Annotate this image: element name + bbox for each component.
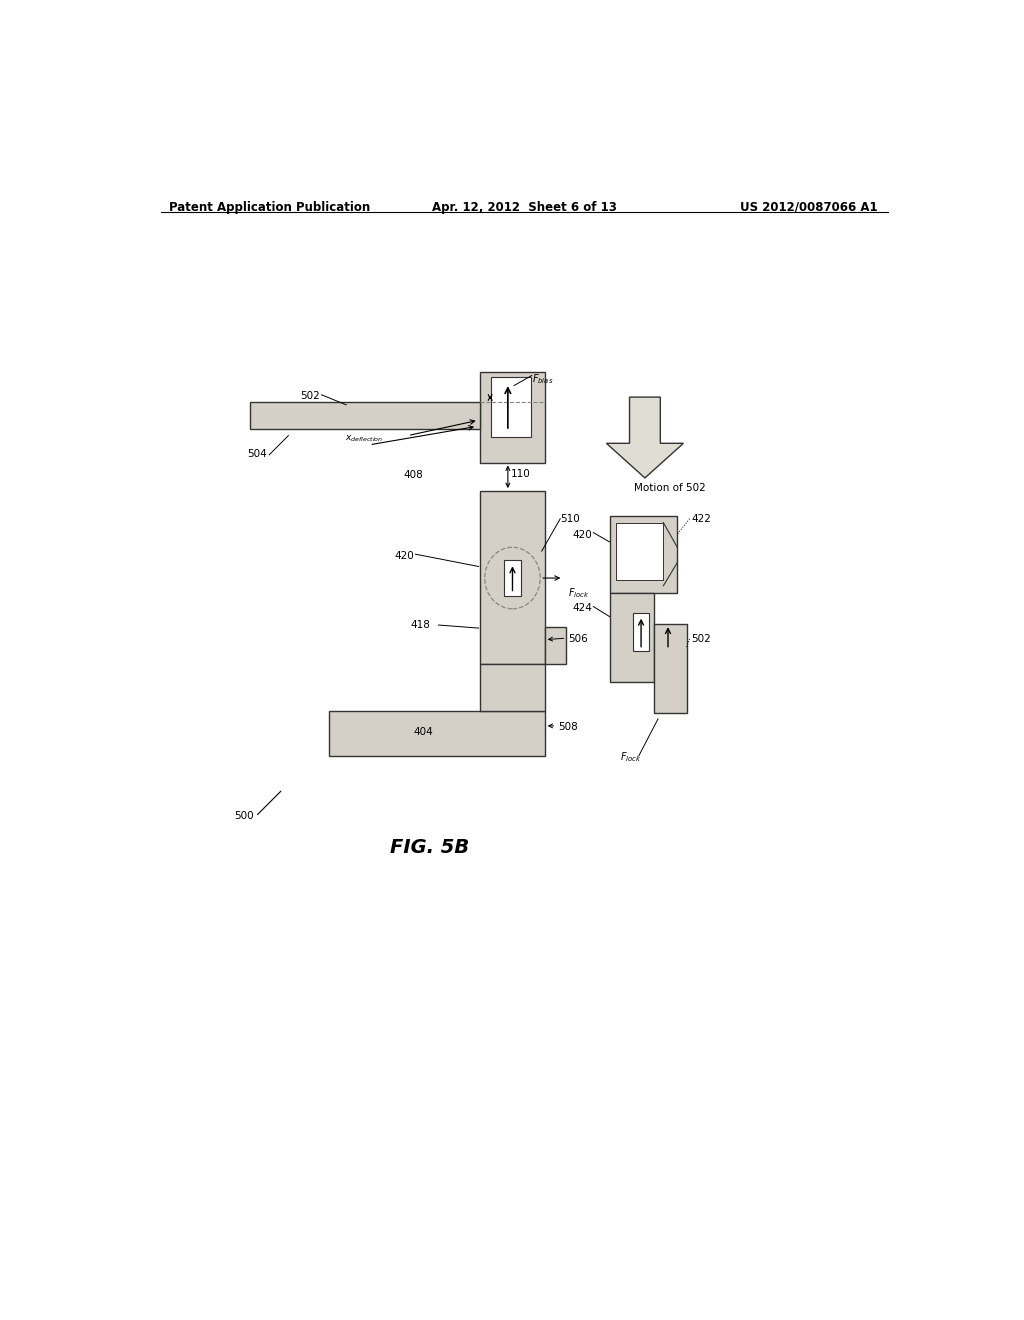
Bar (480, 491, 545, 664)
Bar (480, 664, 545, 711)
Text: 510: 510 (560, 515, 580, 524)
Bar (634, 612, 649, 651)
Bar (609, 516, 677, 594)
Bar (490, 378, 531, 437)
Text: 500: 500 (234, 812, 254, 821)
Text: 504: 504 (248, 449, 267, 459)
Text: 418: 418 (410, 620, 430, 631)
Text: 502: 502 (300, 391, 319, 401)
Polygon shape (606, 397, 683, 478)
Bar (654, 624, 686, 713)
Text: Apr. 12, 2012  Sheet 6 of 13: Apr. 12, 2012 Sheet 6 of 13 (432, 201, 617, 214)
Bar (504, 560, 521, 595)
Text: 424: 424 (572, 603, 593, 614)
Bar (480, 372, 545, 462)
Text: FIG. 5B: FIG. 5B (390, 838, 469, 857)
Text: 420: 420 (572, 529, 593, 540)
Text: $F_{lock}$: $F_{lock}$ (568, 586, 590, 599)
Text: 422: 422 (691, 515, 711, 524)
Text: 110: 110 (511, 469, 530, 479)
Text: $x_{deflection}$: $x_{deflection}$ (345, 433, 383, 444)
Bar (615, 523, 664, 579)
Text: Patent Application Publication: Patent Application Publication (169, 201, 371, 214)
Bar (250, 403, 480, 429)
Bar (330, 711, 545, 756)
Text: 420: 420 (394, 552, 414, 561)
Text: US 2012/0087066 A1: US 2012/0087066 A1 (739, 201, 878, 214)
Text: Motion of 502: Motion of 502 (634, 483, 706, 494)
Text: 408: 408 (403, 470, 424, 480)
Text: $F_{bias}$: $F_{bias}$ (532, 372, 554, 387)
Text: 506: 506 (568, 635, 588, 644)
Text: $F_{lock}$: $F_{lock}$ (621, 750, 642, 763)
Text: 508: 508 (558, 722, 578, 733)
Text: 502: 502 (691, 635, 711, 644)
Text: 404: 404 (414, 727, 433, 737)
Bar (609, 594, 654, 682)
Bar (545, 627, 565, 664)
